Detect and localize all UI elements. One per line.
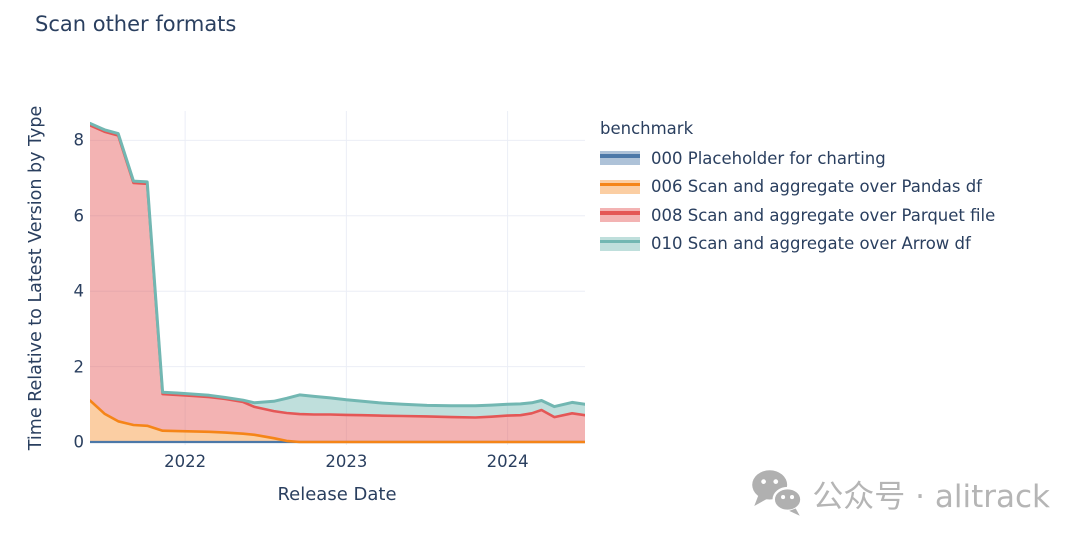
x-tick-label: 2024 xyxy=(486,452,529,471)
legend-swatch-line xyxy=(600,182,640,186)
legend-swatch-line xyxy=(600,154,640,158)
legend-item[interactable]: 008 Scan and aggregate over Parquet file xyxy=(600,205,995,225)
y-tick-label: 2 xyxy=(73,357,85,377)
legend: benchmark 000 Placeholder for charting 00… xyxy=(600,119,995,262)
y-tick-label: 4 xyxy=(73,281,85,301)
legend-swatch xyxy=(600,179,640,194)
series-line-008[interactable] xyxy=(90,124,585,419)
legend-item[interactable]: 006 Scan and aggregate over Pandas df xyxy=(600,177,995,197)
series-line-010[interactable] xyxy=(90,121,585,409)
x-tick-label: 2022 xyxy=(164,452,207,471)
y-axis-title: Time Relative to Latest Version by Type xyxy=(26,105,46,451)
plot-area[interactable] xyxy=(90,111,585,445)
chart-title: Scan other formats xyxy=(35,12,237,36)
series-line-006[interactable] xyxy=(90,399,585,444)
area-fill-008 xyxy=(90,125,585,443)
wechat-icon xyxy=(752,470,803,516)
watermark-text: 公众号 · alitrack xyxy=(812,478,1050,515)
legend-swatch xyxy=(600,236,640,251)
y-tick-label: 0 xyxy=(73,432,85,452)
area-fill-006 xyxy=(90,400,585,442)
legend-item-label: 008 Scan and aggregate over Parquet file xyxy=(651,205,996,225)
legend-item[interactable]: 010 Scan and aggregate over Arrow df xyxy=(600,234,995,254)
x-axis-title: Release Date xyxy=(277,484,397,505)
legend-item-label: 006 Scan and aggregate over Pandas df xyxy=(651,177,982,196)
legend-item-label: 010 Scan and aggregate over Arrow df xyxy=(651,234,971,253)
area-fill-010 xyxy=(90,123,585,418)
y-tick-label: 8 xyxy=(73,130,85,150)
legend-swatch-line xyxy=(600,239,640,243)
legend-swatch xyxy=(600,208,640,222)
x-tick-label: 2023 xyxy=(325,452,368,471)
legend-swatch-line xyxy=(600,211,640,215)
legend-item-label: 000 Placeholder for charting xyxy=(651,148,886,168)
legend-title: benchmark xyxy=(600,119,694,138)
legend-swatch xyxy=(600,151,640,165)
legend-item[interactable]: 000 Placeholder for charting xyxy=(600,148,995,168)
watermark: 公众号 · alitrack xyxy=(751,468,1050,518)
y-tick-label: 6 xyxy=(73,206,85,226)
